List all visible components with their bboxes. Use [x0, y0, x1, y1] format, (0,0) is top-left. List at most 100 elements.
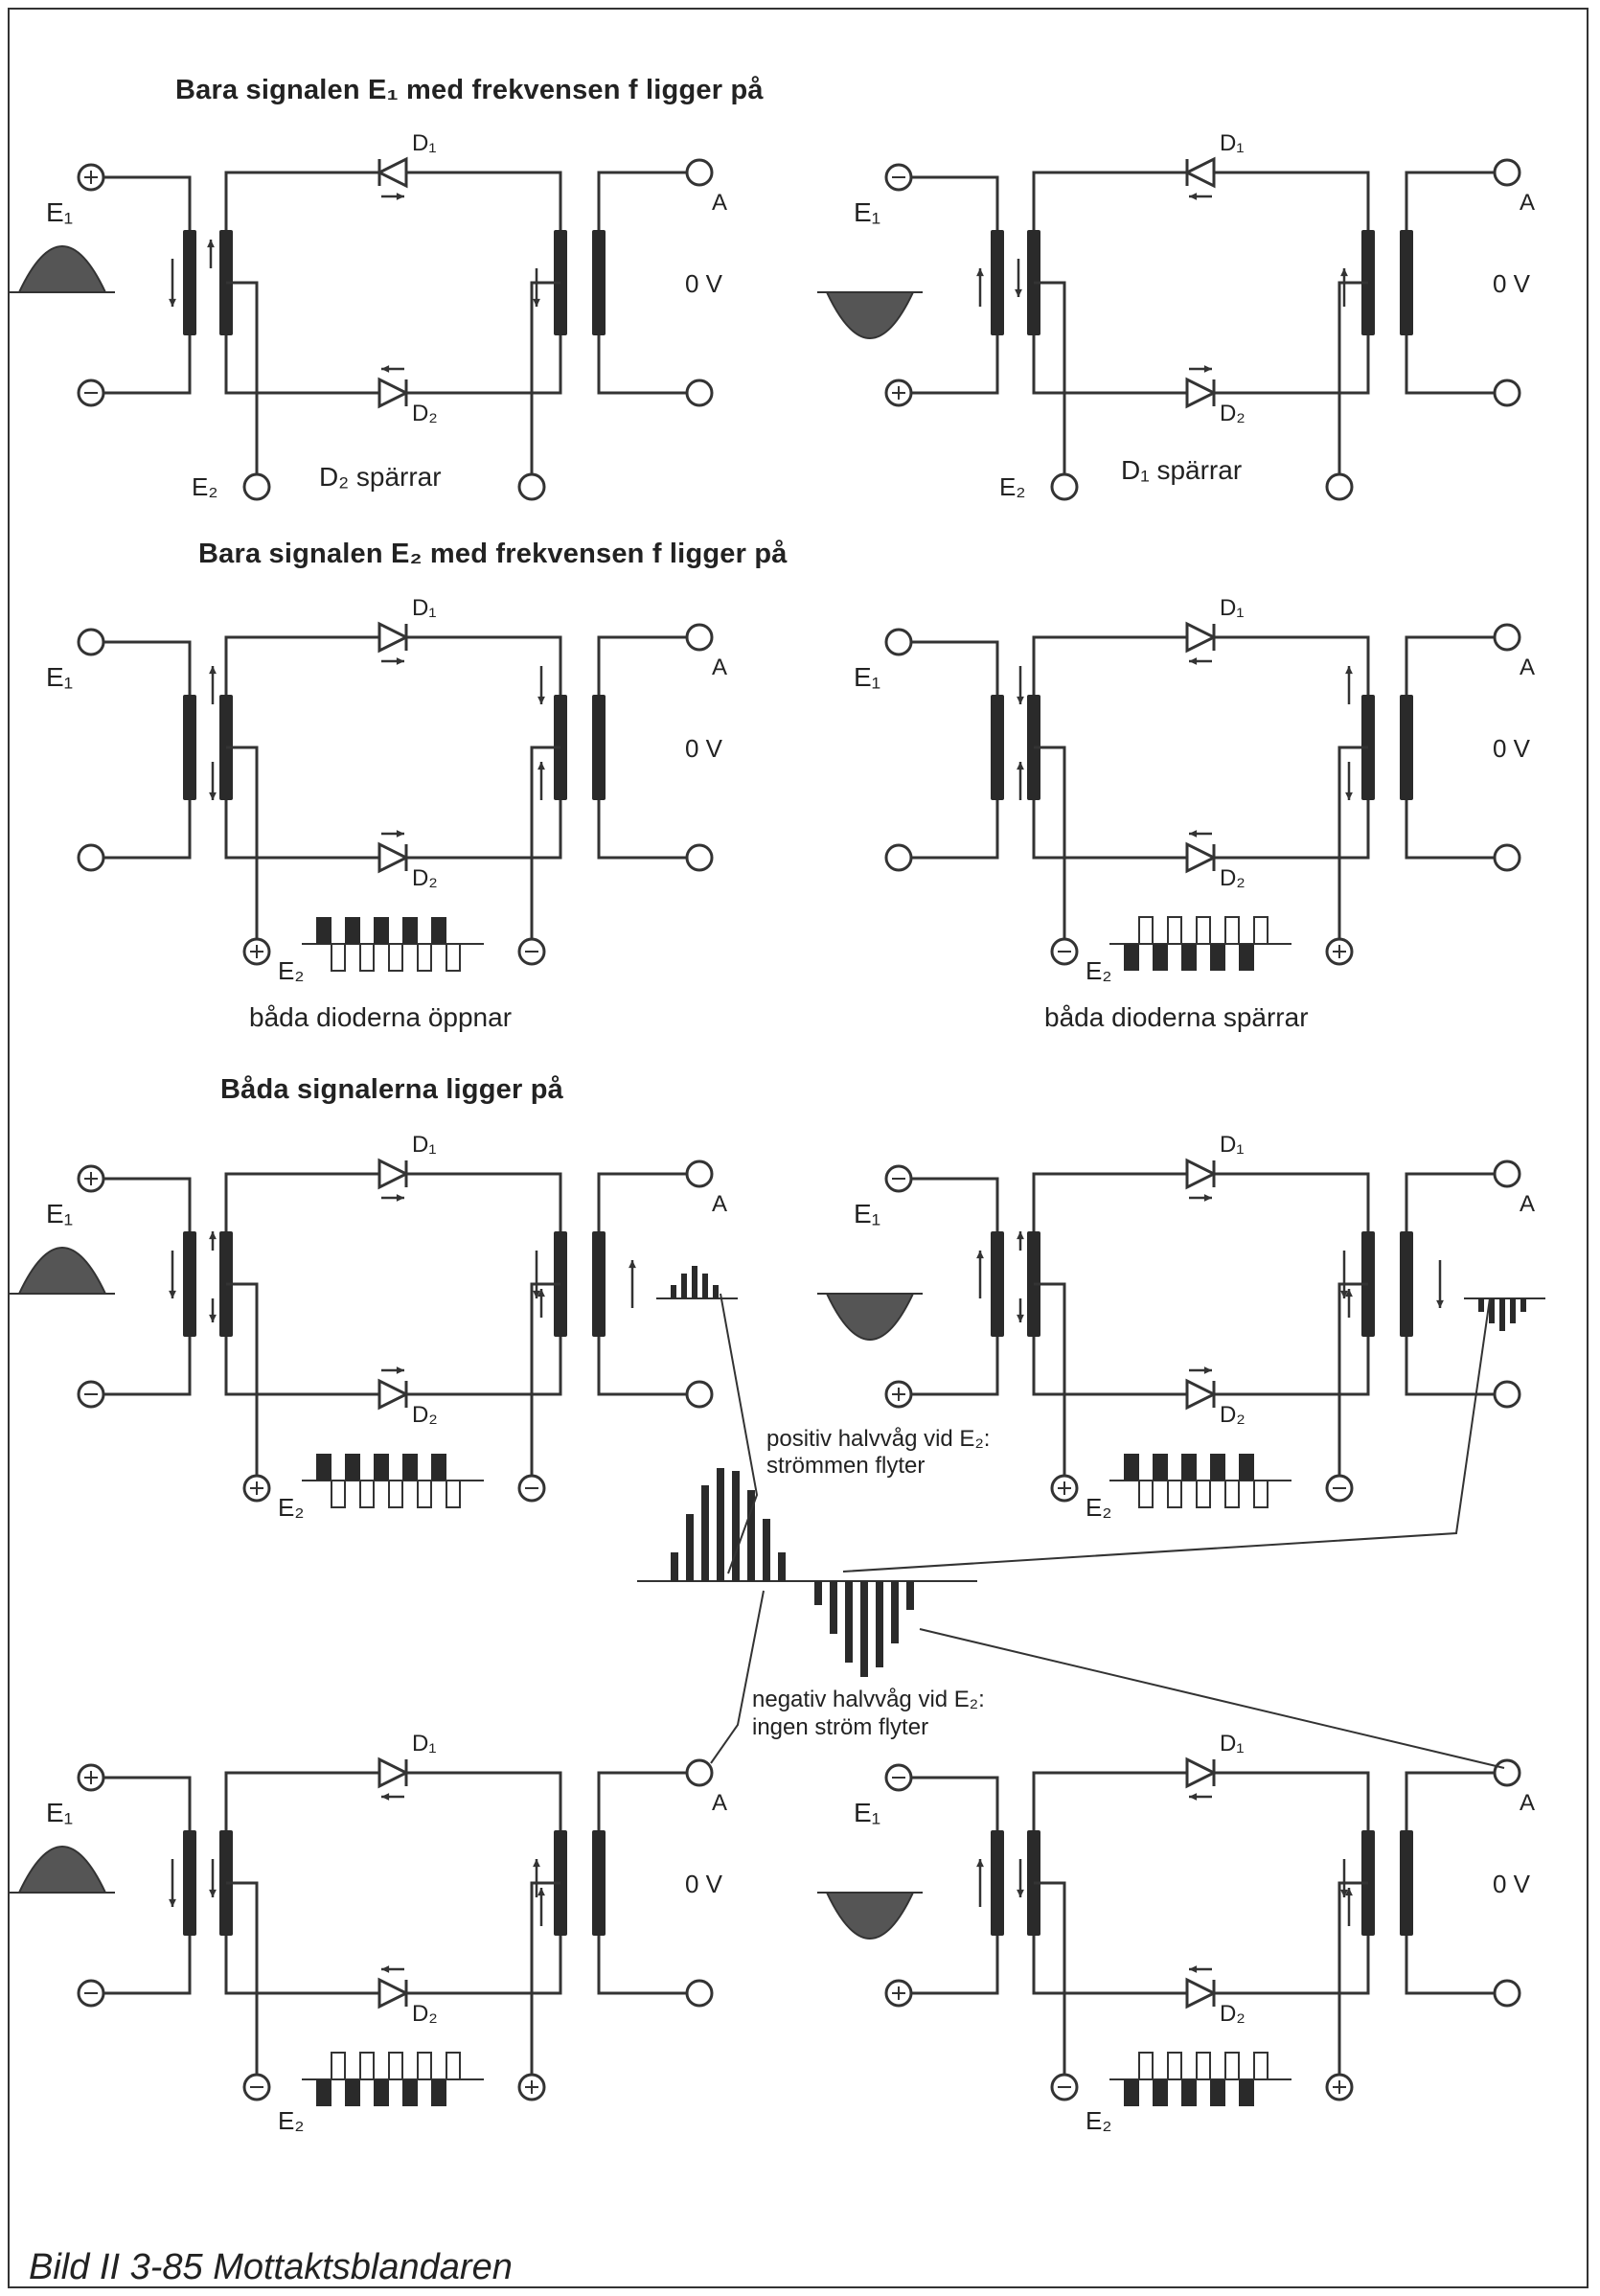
e1-bottom-wire	[91, 800, 192, 860]
transformer-coil	[991, 1231, 1004, 1337]
output-positive-bar	[686, 1514, 694, 1581]
coil-current-arrow-head	[1017, 1314, 1024, 1322]
ring-top	[1032, 171, 1370, 230]
terminal	[77, 843, 105, 872]
terminal	[77, 628, 105, 656]
square-pulse-open	[1253, 1480, 1269, 1508]
circuit-row4-left	[10, 1756, 714, 2106]
coil-current-arrow-head	[1017, 1231, 1024, 1240]
e1-top-wire	[899, 175, 999, 230]
square-pulse-open	[1253, 916, 1269, 945]
label-zero-v: 0 V	[1493, 1870, 1531, 1898]
diode-d2	[377, 1378, 410, 1411]
terminal	[685, 623, 714, 652]
current-arrow-d2-head	[396, 1366, 404, 1374]
coil-current-arrow-head	[1345, 666, 1353, 675]
label-d1: D₁	[412, 595, 437, 621]
diode-d2	[1185, 841, 1218, 874]
output-positive-bar	[732, 1471, 740, 1581]
label-d2: D₂	[1220, 401, 1246, 426]
e1-bottom-wire	[91, 335, 192, 395]
square-pulse-open	[331, 2052, 346, 2080]
coil-current-arrow-head	[976, 1251, 984, 1259]
label-d1: D₁	[412, 1132, 437, 1158]
output-negative-bar	[814, 1581, 822, 1605]
coil-current-arrow-head	[1340, 268, 1348, 277]
square-pulse-filled	[1210, 1454, 1225, 1481]
transformer-coil	[183, 1830, 196, 1936]
coil-current-arrow-head	[533, 298, 540, 307]
note-d1-blocks: D₁ spärrar	[1121, 455, 1243, 485]
terminal	[685, 1159, 714, 1188]
label-e1: E₁	[854, 197, 881, 227]
chopped-pulse	[671, 1285, 676, 1298]
square-pulse-open	[359, 2052, 375, 2080]
out-top-wire	[597, 171, 699, 230]
out-top-wire	[1405, 171, 1507, 230]
label-d1: D₁	[412, 130, 437, 156]
current-arrow-d1-head	[1189, 657, 1198, 665]
out-bottom-wire	[1405, 800, 1507, 860]
square-pulse-open	[1253, 2052, 1269, 2080]
coil-current-arrow-head	[207, 240, 215, 248]
terminal	[1493, 1159, 1521, 1188]
label-d1: D₁	[1220, 595, 1245, 621]
coil-current-arrow-head	[209, 1231, 217, 1240]
e2-tap-right	[530, 1881, 560, 2075]
ring-bottom	[1032, 335, 1370, 395]
coil-current-arrow-head	[1017, 696, 1024, 704]
square-pulse-open	[1138, 1480, 1154, 1508]
chopped-pulse	[1520, 1298, 1526, 1312]
out-top-wire	[597, 1172, 699, 1231]
coil-current-arrow-head	[1345, 792, 1353, 800]
current-arrow-d1-head	[396, 193, 404, 200]
label-e2: E₂	[278, 956, 305, 985]
current-arrow-d2-head	[1203, 1366, 1212, 1374]
circuit-row1-left	[10, 156, 714, 501]
square-pulse-filled	[402, 2079, 418, 2106]
ring-bottom	[224, 335, 562, 395]
terminal	[1493, 158, 1521, 187]
terminal	[1493, 1758, 1521, 1787]
diode-d1	[1183, 156, 1216, 189]
positive-half-wave	[17, 1846, 107, 1894]
square-pulse-filled	[402, 1454, 418, 1481]
coil-current-arrow-head	[1015, 288, 1022, 297]
coil-current-arrow-head	[209, 666, 217, 675]
square-pulse-open	[388, 1480, 403, 1508]
diode-d2	[1185, 1977, 1218, 2009]
output-positive-bar	[747, 1490, 755, 1581]
terminal	[685, 843, 714, 872]
coil-current-arrow-head	[976, 268, 984, 277]
square-pulse-filled	[1181, 1454, 1197, 1481]
transformer-coil	[991, 695, 1004, 800]
square-pulse-filled	[1181, 2079, 1197, 2106]
leader-line-row3-right	[842, 1297, 1491, 1573]
leader-line-row4-right	[919, 1628, 1505, 1769]
square-pulse-filled	[1124, 2079, 1139, 2106]
transformer-coil	[991, 1830, 1004, 1936]
transformer-coil	[1400, 1231, 1413, 1337]
out-bottom-wire	[1405, 1337, 1507, 1396]
current-arrow-d2-head	[381, 1965, 390, 1973]
current-arrow-d2-head	[381, 365, 390, 373]
terminal	[884, 628, 913, 656]
square-pulse-open	[1167, 916, 1182, 945]
chopped-pulse	[1499, 1298, 1505, 1331]
label-zero-v: 0 V	[1493, 269, 1531, 298]
current-arrow-d1-head	[396, 657, 404, 665]
note-negative-half-line2: ingen ström flyter	[752, 1714, 929, 1740]
current-arrow-d1-head	[381, 1793, 390, 1801]
current-arrow-d1-head	[1189, 1793, 1198, 1801]
e1-top-wire	[91, 1776, 192, 1830]
square-pulse-filled	[1210, 2079, 1225, 2106]
label-a: A	[712, 654, 728, 680]
transformer-coil	[1400, 695, 1413, 800]
coil-current-arrow-head	[209, 1314, 217, 1322]
label-d2: D₂	[1220, 1402, 1246, 1428]
transformer-coil	[183, 230, 196, 335]
leader-line-row3-left	[720, 1293, 759, 1574]
transformer-coil	[592, 230, 606, 335]
label-a: A	[712, 1191, 728, 1217]
